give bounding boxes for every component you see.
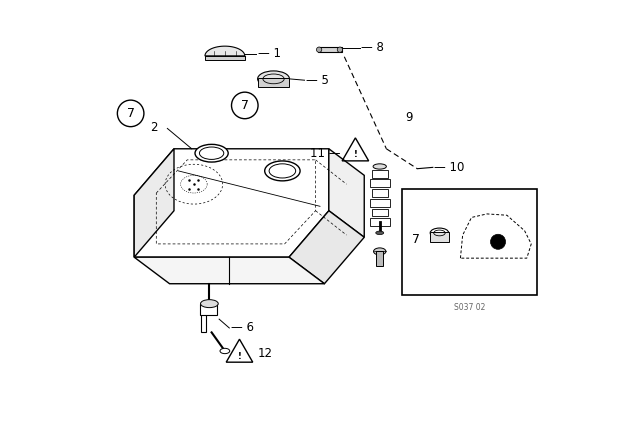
Circle shape bbox=[316, 47, 322, 52]
Polygon shape bbox=[329, 149, 364, 237]
Polygon shape bbox=[134, 257, 324, 284]
Ellipse shape bbox=[220, 349, 230, 353]
Ellipse shape bbox=[200, 300, 218, 308]
Text: — 1: — 1 bbox=[258, 47, 281, 60]
Bar bbox=[376, 251, 383, 266]
Text: 4: 4 bbox=[408, 204, 416, 217]
Bar bbox=[372, 170, 388, 177]
Text: 9: 9 bbox=[405, 111, 413, 124]
Text: !: ! bbox=[353, 151, 357, 159]
Ellipse shape bbox=[374, 248, 386, 255]
Text: 7: 7 bbox=[241, 99, 249, 112]
Bar bbox=[202, 306, 206, 332]
Text: — 6: — 6 bbox=[230, 322, 253, 335]
Text: !: ! bbox=[237, 352, 241, 361]
Text: 12: 12 bbox=[258, 347, 273, 360]
Ellipse shape bbox=[430, 228, 449, 238]
Bar bbox=[369, 218, 390, 226]
Bar bbox=[205, 56, 244, 60]
Text: S037 02: S037 02 bbox=[454, 303, 485, 312]
Polygon shape bbox=[134, 149, 174, 257]
Text: 11 —: 11 — bbox=[310, 146, 340, 159]
Polygon shape bbox=[289, 211, 364, 284]
Text: 3: 3 bbox=[408, 255, 416, 268]
Bar bbox=[258, 78, 289, 87]
Circle shape bbox=[490, 234, 506, 249]
Bar bbox=[372, 189, 388, 197]
Ellipse shape bbox=[373, 164, 387, 169]
Text: — 10: — 10 bbox=[434, 161, 465, 174]
Ellipse shape bbox=[195, 144, 228, 162]
Polygon shape bbox=[205, 46, 244, 56]
Bar bbox=[369, 199, 390, 207]
Ellipse shape bbox=[258, 71, 289, 87]
Bar bbox=[402, 189, 537, 295]
Bar bbox=[372, 208, 388, 216]
Ellipse shape bbox=[376, 231, 384, 235]
Text: 2: 2 bbox=[150, 121, 157, 134]
Ellipse shape bbox=[265, 161, 300, 181]
Text: 7: 7 bbox=[127, 107, 134, 120]
Bar bbox=[369, 179, 390, 187]
Polygon shape bbox=[134, 149, 329, 257]
Circle shape bbox=[337, 47, 342, 52]
Text: — 8: — 8 bbox=[361, 41, 384, 54]
Bar bbox=[200, 304, 218, 314]
Bar bbox=[430, 232, 449, 242]
Bar bbox=[318, 47, 342, 52]
Text: 7: 7 bbox=[412, 233, 420, 246]
Text: — 5: — 5 bbox=[306, 74, 329, 87]
